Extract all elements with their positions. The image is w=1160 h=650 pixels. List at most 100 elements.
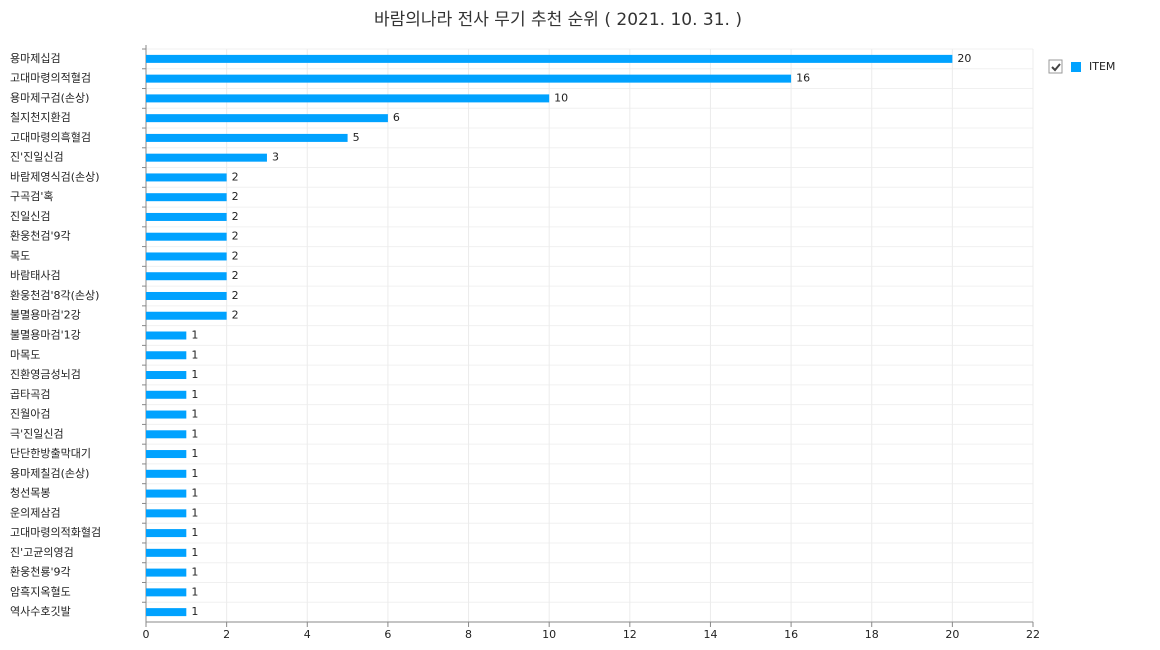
data-label: 2 [232,309,239,322]
data-label: 1 [191,388,198,401]
bar [146,371,187,380]
legend-check [1051,63,1061,72]
data-label: 16 [796,72,810,85]
y-tick-label: 진'진일신검 [10,150,64,164]
y-tick-label: 역사수호깃발 [10,605,71,618]
chart-title: 바람의나라 전사 무기 추천 순위 ( 2021. 10. 31. ) [374,10,742,30]
y-tick-label: 목도 [10,249,30,262]
data-label: 1 [191,467,198,480]
bar [146,351,187,360]
y-tick-label: 환웅천룡'9각 [10,565,71,579]
bar [146,489,187,498]
data-label: 2 [232,170,239,183]
bar [146,212,227,221]
data-label: 2 [232,249,239,262]
data-label: 2 [232,230,239,243]
data-label: 1 [191,526,198,539]
x-tick-label: 10 [542,628,556,641]
y-tick-label: 환웅천검'9각 [10,229,71,243]
legend-swatch [1071,62,1081,72]
data-label: 1 [191,506,198,519]
y-tick-label: 용마제십검 [10,52,61,65]
y-tick-label: 진환영금성뇌검 [10,368,81,381]
data-label: 3 [272,151,279,164]
y-tick-label: 운의제삼검 [10,506,61,519]
data-label: 1 [191,566,198,579]
data-label: 1 [191,348,198,361]
data-label: 1 [191,447,198,460]
x-tick-label: 2 [223,628,230,641]
bar [146,588,187,597]
y-tick-label: 청선목봉 [10,487,50,500]
data-label: 2 [232,210,239,223]
y-tick-label: 환웅천검'8각(손상) [10,288,99,302]
bar [146,390,187,399]
data-label: 20 [957,52,971,65]
data-label: 5 [353,131,360,144]
x-tick-label: 12 [623,628,637,641]
y-tick-label: 진'고균의영검 [10,546,74,559]
bar [146,568,187,577]
y-tick-label: 곱타곡검 [10,388,50,401]
bar [146,311,227,320]
legend-checkbox[interactable] [1048,59,1063,74]
y-tick-label: 바람태사검 [10,269,61,282]
y-tick-label: 구곡검'혹 [10,189,54,203]
data-label: 1 [191,368,198,381]
bar [146,252,227,261]
bar [146,410,187,419]
legend-item[interactable]: ITEM [1048,59,1115,74]
y-tick-label: 마목도 [10,348,40,361]
data-label: 2 [232,289,239,302]
y-tick-label: 용마제칠검(손상) [10,467,89,480]
legend-label: ITEM [1089,60,1115,73]
bar [146,173,227,182]
y-tick-label: 바람제영식검(손상) [10,170,100,183]
bar [146,94,550,103]
data-label: 10 [554,91,568,104]
bar [146,114,388,123]
bar [146,450,187,459]
data-label: 1 [191,329,198,342]
y-tick-label: 용마제구검(손상) [10,91,89,104]
bar [146,291,227,300]
bar [146,193,227,202]
y-tick-label: 고대마령의적혈검 [10,71,91,85]
data-label: 1 [191,427,198,440]
x-tick-label: 6 [384,628,391,641]
data-label: 1 [191,605,198,618]
y-tick-label: 고대마령의흑혈검 [10,130,91,144]
y-tick-label: 고대마령의적화혈검 [10,525,101,539]
x-tick-label: 20 [945,628,959,641]
x-tick-label: 16 [784,628,798,641]
bar [146,133,348,142]
bar [146,272,227,281]
bar [146,529,187,538]
y-tick-label: 칠지천지환검 [10,110,71,124]
bar [146,331,187,340]
y-tick-label: 불멸용마검'2강 [10,309,81,322]
data-label: 1 [191,585,198,598]
x-tick-label: 18 [865,628,879,641]
bar [146,54,953,63]
y-tick-label: 불멸용마검'1강 [10,329,81,342]
data-label: 1 [191,487,198,500]
x-tick-label: 0 [143,628,150,641]
y-tick-label: 진일신검 [10,209,50,223]
x-tick-label: 14 [703,628,717,641]
bar [146,232,227,241]
x-tick-label: 8 [465,628,472,641]
data-label: 1 [191,546,198,559]
bar [146,608,187,617]
data-label: 6 [393,111,400,124]
bar [146,74,792,83]
x-tick-label: 22 [1026,628,1040,641]
y-tick-label: 극'진일신검 [10,426,64,440]
y-tick-label: 진월아검 [10,408,50,421]
bar [146,430,187,439]
data-label: 2 [232,269,239,282]
y-tick-label: 암흑지옥혈도 [10,584,71,598]
y-tick-label: 단단한방출막대기 [10,447,91,460]
bar [146,153,267,162]
